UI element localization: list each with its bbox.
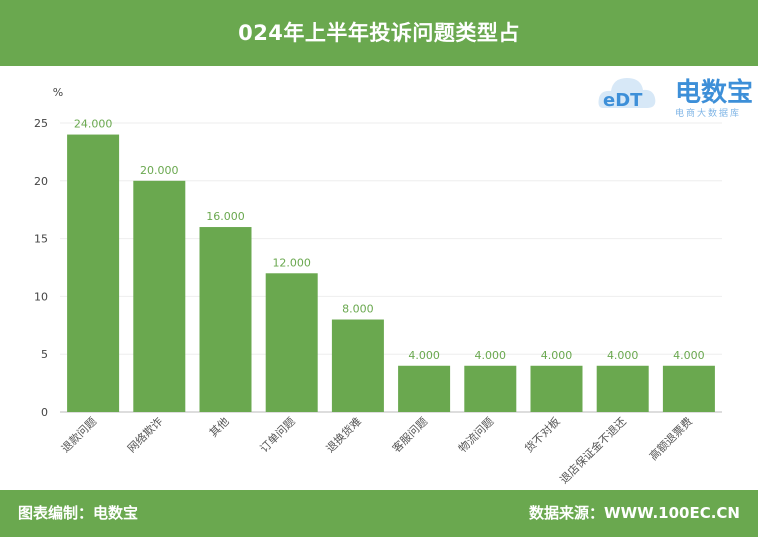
category-label: 高额退票费 [646, 414, 695, 463]
category-label: 退款问题 [58, 414, 99, 455]
y-tick-label: 25 [34, 117, 48, 130]
data-label: 24.000 [74, 118, 113, 131]
bar [530, 365, 583, 412]
logo-tagline: 电商大数据库 [675, 109, 742, 119]
bar [133, 180, 186, 412]
data-label: 4.000 [673, 349, 705, 362]
data-label: 8.000 [342, 303, 374, 316]
bar [265, 273, 318, 412]
data-label: 16.000 [206, 210, 245, 223]
chart-title: 024年上半年投诉问题类型占 [238, 21, 520, 45]
y-tick-label: 0 [41, 406, 48, 419]
category-label: 网络欺诈 [124, 414, 165, 455]
bar [331, 319, 384, 412]
logo-brand: 电数宝 [675, 78, 754, 108]
data-label: 4.000 [408, 349, 440, 362]
y-ticks: 0 5 10 15 20 25 [34, 117, 48, 419]
y-axis-unit: % [53, 86, 63, 99]
footer-source: 数据来源：WWW.100EC.CN [529, 504, 740, 522]
category-label: 退换货难 [323, 414, 364, 455]
y-tick-label: 20 [34, 175, 48, 188]
y-tick-label: 5 [41, 348, 48, 361]
data-label: 12.000 [272, 256, 311, 269]
bars [67, 134, 715, 412]
category-label: 客服问题 [389, 414, 430, 455]
category-label: 退店保证金不退还 [557, 414, 629, 486]
data-label: 4.000 [607, 349, 639, 362]
data-label: 4.000 [475, 349, 507, 362]
bar [398, 365, 451, 412]
bar [596, 365, 649, 412]
category-label: 物流问题 [455, 414, 496, 455]
footer-bar: 图表编制：电数宝 数据来源：WWW.100EC.CN [0, 490, 758, 537]
cloud-logo-icon: eDT [598, 78, 656, 111]
logo-mark: eDT [603, 90, 643, 111]
data-label: 4.000 [541, 349, 573, 362]
bar [67, 134, 120, 412]
bar [662, 365, 715, 412]
data-label: 20.000 [140, 164, 179, 177]
y-tick-label: 15 [34, 233, 48, 246]
category-label: 货不对板 [522, 414, 563, 455]
category-label: 其他 [207, 415, 232, 440]
category-label: 订单问题 [258, 415, 298, 455]
bar [199, 227, 252, 412]
bar-chart: 0 5 10 15 20 25 24.000 20.000 16.000 12.000 8.000… [34, 86, 722, 486]
title-banner [0, 0, 758, 66]
y-tick-label: 10 [34, 290, 48, 303]
footer-credit: 图表编制：电数宝 [18, 504, 139, 522]
bar [464, 365, 517, 412]
data-labels: 24.000 20.000 16.000 12.000 8.000 4.000 4.000 4… [74, 118, 705, 362]
